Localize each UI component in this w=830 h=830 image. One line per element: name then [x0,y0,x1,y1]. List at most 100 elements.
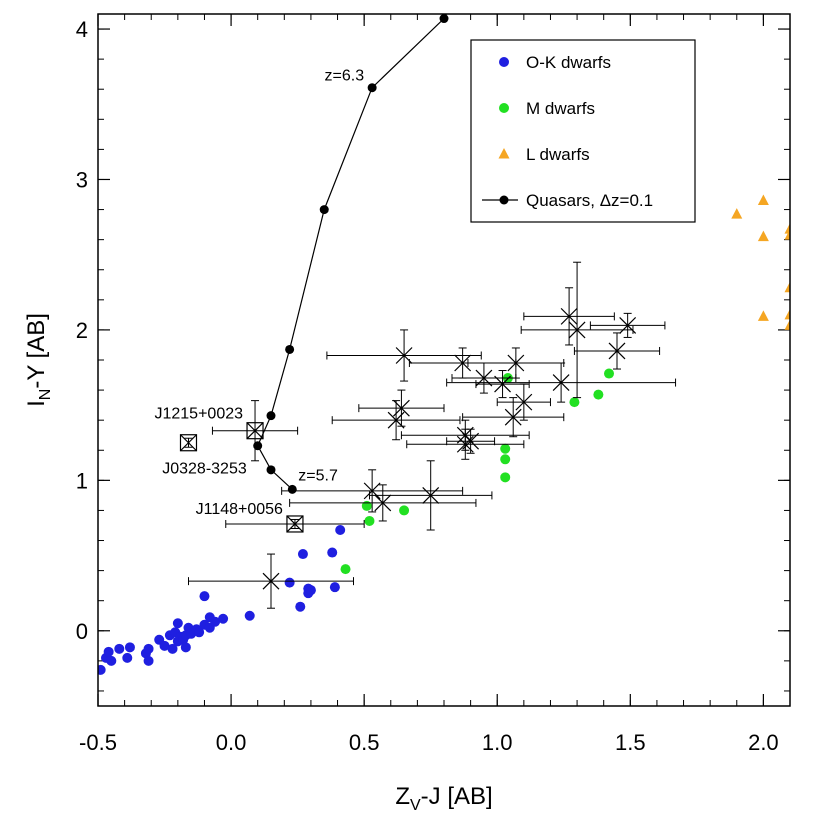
candidate [331,400,461,441]
data-point [159,640,170,651]
data-point [210,616,221,627]
candidate [281,469,464,513]
y-tick-label: 3 [76,167,88,192]
data-point [593,389,604,400]
y-tick-label: 1 [76,468,88,493]
data-point [329,582,340,593]
legend-label: O-K dwarfs [526,53,611,72]
candidate [368,460,493,531]
data-point [340,564,351,575]
legend-box [470,39,696,223]
x-tick-label: 0.0 [216,730,247,755]
legend-label: M dwarfs [526,99,595,118]
candidate-cross-stroke-b [619,316,637,334]
known-quasar [179,434,198,452]
data-point [122,652,133,663]
y-tick-label: 0 [76,619,88,644]
candidate-cross-stroke-b [494,375,511,393]
x-tick-label: 1.0 [482,730,513,755]
data-point [244,610,255,621]
candidate-cross-stroke-b [454,354,472,372]
quasar-track-point [367,83,377,93]
data-point [297,549,308,560]
x-tick-label: -0.5 [79,730,117,755]
data-point [98,664,106,675]
candidate [523,287,615,346]
candidate-cross-stroke-b [262,572,280,590]
data-point [757,194,769,206]
candidate [446,428,496,454]
data-point [364,515,375,526]
candidate-cross-stroke-b [560,307,578,325]
known-quasar-cross-stroke-b [180,434,197,452]
candidate [520,261,634,399]
quasar-track-point [285,344,295,354]
annotations: z=6.3 z=5.7 J1215+0023 J0328-3253 J1148+0056 [154,68,364,518]
annotation-label: z=6.3 [325,68,365,85]
candidate [467,347,565,379]
data-point [284,577,295,588]
data-point [103,646,114,657]
data-point [500,443,511,454]
legend-marker [498,148,510,159]
data-point [106,655,117,666]
x-axis-title-sub: V [410,797,421,814]
candidate-cross-stroke-b [363,482,381,500]
candidate-cross-stroke-b [552,374,570,391]
x-axis-title-main: Z [395,783,410,810]
data-point [335,524,346,535]
data-point [757,230,769,242]
data-point [784,308,790,320]
data-point [361,500,372,511]
annotation-label: J0328-3253 [162,461,247,478]
x-tick-label: 1.5 [615,730,646,755]
candidate-cross-stroke-b [515,393,533,411]
data-point [784,223,790,234]
candidate [446,362,677,403]
annotation-label: J1148+0056 [196,501,283,518]
data-point [757,310,769,321]
data-point [124,642,135,653]
known-quasar-cross-stroke-b [246,422,264,440]
annotation-label: J1215+0023 [154,406,243,423]
data-point [194,627,205,638]
data-point [569,397,580,408]
data-point [327,547,338,558]
candidate-cross-stroke-b [422,486,440,504]
y-axis-title-rest: -Y [AB] [23,313,50,389]
data-point [172,618,183,629]
legend-marker [499,195,509,205]
y-axis-title-sub: N [37,389,54,401]
legend-label: L dwarfs [526,145,590,164]
known-quasar [211,400,299,462]
candidate-cross-stroke-b [504,408,522,426]
known-quasar-cross-stroke-b [286,515,304,533]
legend-label: Quasars, Δz=0.1 [526,191,653,210]
x-tick-label: 2.0 [748,730,779,755]
known-quasar-box [246,422,264,440]
legend: O-K dwarfs M dwarfs L dwarfs Quasars, Δz=0.… [470,39,696,223]
candidate-cross-stroke-b [507,354,525,372]
data-point [199,591,210,602]
data-point [784,281,790,293]
candidate-cross-stroke-b [395,347,413,364]
candidate [462,397,565,438]
data-point [731,208,743,219]
y-axis-ticks: 0 1 2 3 4 [76,17,790,692]
quasar-track-point [287,484,297,494]
x-axis-ticks: -0.5 0.0 0.5 1.0 1.5 2.0 [79,14,791,755]
known-quasar [225,515,365,533]
data-point [295,601,306,612]
data-point [143,655,154,666]
x-tick-label: 0.5 [349,730,380,755]
known-quasar-box [179,434,198,452]
y-axis-title-main: I [23,400,50,407]
candidate [358,389,445,427]
known-quasar-box [286,515,304,533]
candidate [326,329,482,382]
candidate [496,383,551,421]
candidate-cross-stroke-b [462,432,480,450]
quasar-track-point [439,14,449,24]
legend-marker [499,103,509,113]
